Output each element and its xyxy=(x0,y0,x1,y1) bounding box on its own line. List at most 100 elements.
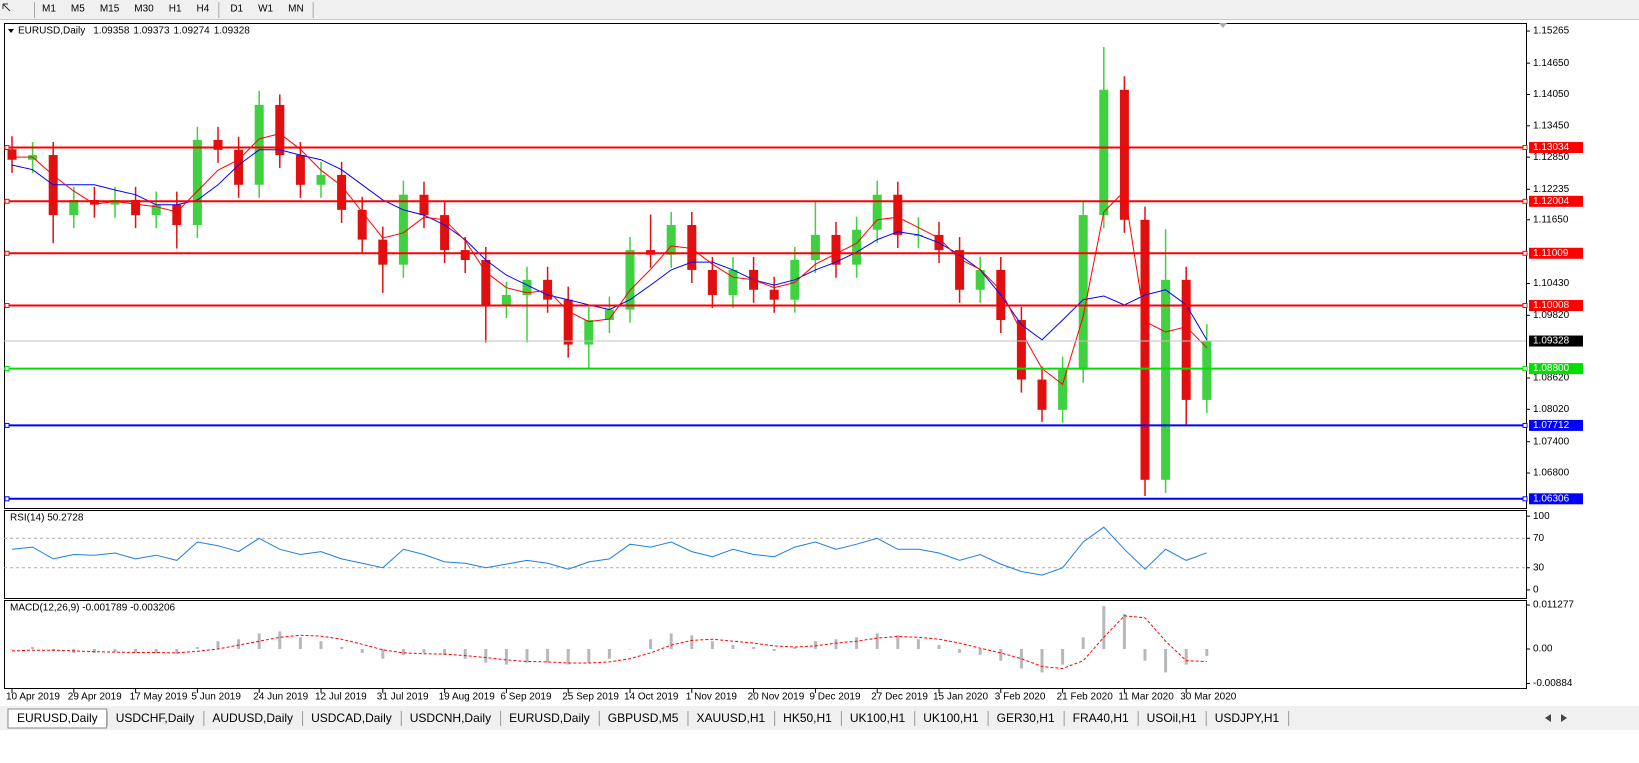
candle-body xyxy=(707,269,717,295)
macd-bar xyxy=(916,639,920,649)
candle-body xyxy=(543,279,553,300)
cursor-icon[interactable] xyxy=(2,3,11,12)
x-tick-label: 1 Nov 2019 xyxy=(686,692,738,703)
tab-label[interactable]: USDCHF,Daily xyxy=(116,711,195,725)
tab[interactable]: USDCNH,Daily xyxy=(401,709,500,728)
x-tick-label: 3 Feb 2020 xyxy=(995,692,1046,703)
tab-label[interactable]: GER30,H1 xyxy=(997,711,1055,725)
tab[interactable]: UK100,H1 xyxy=(914,709,987,728)
tab[interactable]: USDCAD,Daily xyxy=(302,709,401,728)
macd-bar xyxy=(216,641,220,649)
tab-label[interactable]: UK100,H1 xyxy=(923,711,979,725)
candle-body xyxy=(398,194,408,265)
tab-label[interactable]: GBPUSD,M5 xyxy=(608,711,679,725)
macd-bar xyxy=(896,635,900,649)
candle-body xyxy=(316,174,326,185)
tab[interactable]: GBPUSD,M5 xyxy=(599,709,688,728)
macd-bar xyxy=(1164,648,1168,673)
tab[interactable]: HK50,H1 xyxy=(774,709,841,728)
tab[interactable]: XAUUSD,H1 xyxy=(687,709,774,728)
timeframe-button[interactable]: W1 xyxy=(258,4,273,15)
macd-bar xyxy=(649,639,653,649)
tab-label[interactable]: UK100,H1 xyxy=(850,711,906,725)
x-tick-label: 21 Feb 2020 xyxy=(1057,692,1114,703)
macd-bar xyxy=(175,648,179,654)
tab-label[interactable]: USDCAD,Daily xyxy=(311,711,392,725)
x-tick-label: 29 Apr 2019 xyxy=(68,692,122,703)
macd-bar xyxy=(10,648,14,650)
quote-value: 1.09358 xyxy=(93,26,130,37)
current-price-label: 1.09328 xyxy=(1533,336,1570,347)
tab[interactable]: UK100,H1 xyxy=(841,709,914,728)
macd-signal xyxy=(11,615,1207,670)
candle-body xyxy=(275,104,285,156)
macd-bar xyxy=(319,641,323,649)
y-tick-label: 1.12235 xyxy=(1533,184,1570,195)
macd-bar xyxy=(113,648,117,653)
candle-body xyxy=(522,279,532,295)
macd-bar xyxy=(237,639,241,649)
level-anchor xyxy=(1522,145,1528,151)
macd-bar xyxy=(710,641,714,649)
macd-bar xyxy=(31,647,35,649)
level-price-box xyxy=(1529,419,1583,431)
macd-bar xyxy=(298,637,302,649)
tab-label[interactable]: AUDUSD,Daily xyxy=(212,711,293,725)
x-tick-label: 9 Dec 2019 xyxy=(809,692,861,703)
candle-body xyxy=(810,234,820,260)
level-price-label: 1.10008 xyxy=(1533,300,1570,311)
tab[interactable]: EURUSD,Daily xyxy=(500,709,599,728)
tab-label[interactable]: USDCNH,Daily xyxy=(410,711,491,725)
timeframe-button[interactable]: D1 xyxy=(230,4,243,15)
level-anchor xyxy=(1522,250,1528,256)
tab-label[interactable]: HK50,H1 xyxy=(783,711,832,725)
timeframe-button[interactable]: H1 xyxy=(169,4,182,15)
macd-bar xyxy=(340,647,344,649)
x-tick-label: 17 May 2019 xyxy=(130,692,188,703)
level-anchor xyxy=(1522,366,1528,372)
timeframe-button[interactable]: M1 xyxy=(42,4,56,15)
y-tick-label: 1.08620 xyxy=(1533,373,1570,384)
x-tick-label: 6 Sep 2019 xyxy=(500,692,552,703)
tab-label[interactable]: EURUSD,Daily xyxy=(17,711,98,725)
tab[interactable]: AUDUSD,Daily xyxy=(203,709,302,728)
level-anchor xyxy=(4,303,10,309)
candle-body xyxy=(440,215,450,251)
tab-scroll[interactable] xyxy=(1545,714,1567,722)
timeframe-button[interactable]: H4 xyxy=(197,4,210,15)
tab[interactable]: USOil,H1 xyxy=(1138,709,1206,728)
tab[interactable]: FRA40,H1 xyxy=(1064,709,1138,728)
timeframe-button[interactable]: M30 xyxy=(134,4,154,15)
tab-label[interactable]: XAUUSD,H1 xyxy=(696,711,765,725)
toolbar xyxy=(0,0,1639,20)
tab[interactable]: USDJPY,H1 xyxy=(1206,709,1288,728)
tab-label[interactable]: EURUSD,Daily xyxy=(509,711,590,725)
tab[interactable]: USDCHF,Daily xyxy=(107,709,204,728)
x-tick-label: 31 Jul 2019 xyxy=(377,692,429,703)
tab-label[interactable]: USOil,H1 xyxy=(1147,711,1197,725)
macd-bar xyxy=(587,648,591,663)
x-tick-label: 14 Oct 2019 xyxy=(624,692,679,703)
tab[interactable]: EURUSD,Daily xyxy=(7,708,108,729)
chart-menu-arrow[interactable] xyxy=(8,29,14,33)
y-tick-label: 1.06800 xyxy=(1533,468,1570,479)
quote-value: 1.09274 xyxy=(174,26,211,37)
level-price-label: 1.11009 xyxy=(1533,248,1569,259)
quote-value: 1.09328 xyxy=(214,26,251,37)
timeframe-button[interactable]: MN xyxy=(288,4,304,15)
timeframe-button[interactable]: M15 xyxy=(100,4,120,15)
shift-marker xyxy=(1219,23,1227,28)
tab-label[interactable]: FRA40,H1 xyxy=(1073,711,1129,725)
tab[interactable]: GER30,H1 xyxy=(988,709,1064,728)
candle-body xyxy=(728,269,738,295)
tab-label[interactable]: USDJPY,H1 xyxy=(1215,711,1280,725)
macd-bar xyxy=(195,647,199,649)
level-price-label: 1.12004 xyxy=(1533,196,1570,207)
tab-bar xyxy=(0,706,1639,730)
timeframe-button[interactable]: M5 xyxy=(71,4,85,15)
macd-bar xyxy=(855,637,859,649)
macd-bar xyxy=(360,648,364,653)
candle-body xyxy=(666,225,676,255)
candle-body xyxy=(563,299,573,345)
